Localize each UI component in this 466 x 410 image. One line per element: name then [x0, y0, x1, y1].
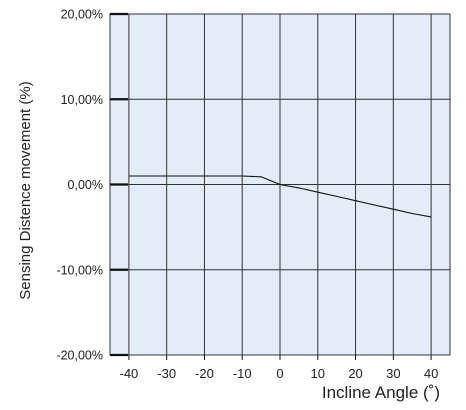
y-tick-label: -10,00%: [56, 263, 103, 277]
y-axis-title: Sensing Distence movement (%): [17, 81, 34, 299]
y-tick-label: 10,00%: [61, 93, 103, 107]
x-tick-label: 40: [424, 366, 438, 381]
series-line: [128, 175, 432, 218]
x-axis-title: Incline Angle (˚): [322, 383, 440, 402]
axes: [109, 12, 451, 360]
x-tick-label: 10: [311, 366, 325, 381]
y-tick-label: 0,00%: [68, 178, 103, 192]
x-tick-label: 30: [386, 366, 400, 381]
x-tick-label: -10: [233, 366, 252, 381]
series-group: [128, 175, 432, 218]
x-tick-label: -30: [157, 366, 176, 381]
x-tick-label: 0: [276, 366, 283, 381]
y-tick-label: -20,00%: [56, 349, 103, 363]
y-tick-label: 20,00%: [61, 8, 103, 22]
tick-labels: -20,00% -10,00% 0,00% 10,00% 20,00% -40 -30 -20…: [56, 8, 438, 382]
x-tick-label: -40: [119, 366, 138, 381]
x-tick-label: -20: [195, 366, 214, 381]
x-tick-label: 20: [348, 366, 362, 381]
